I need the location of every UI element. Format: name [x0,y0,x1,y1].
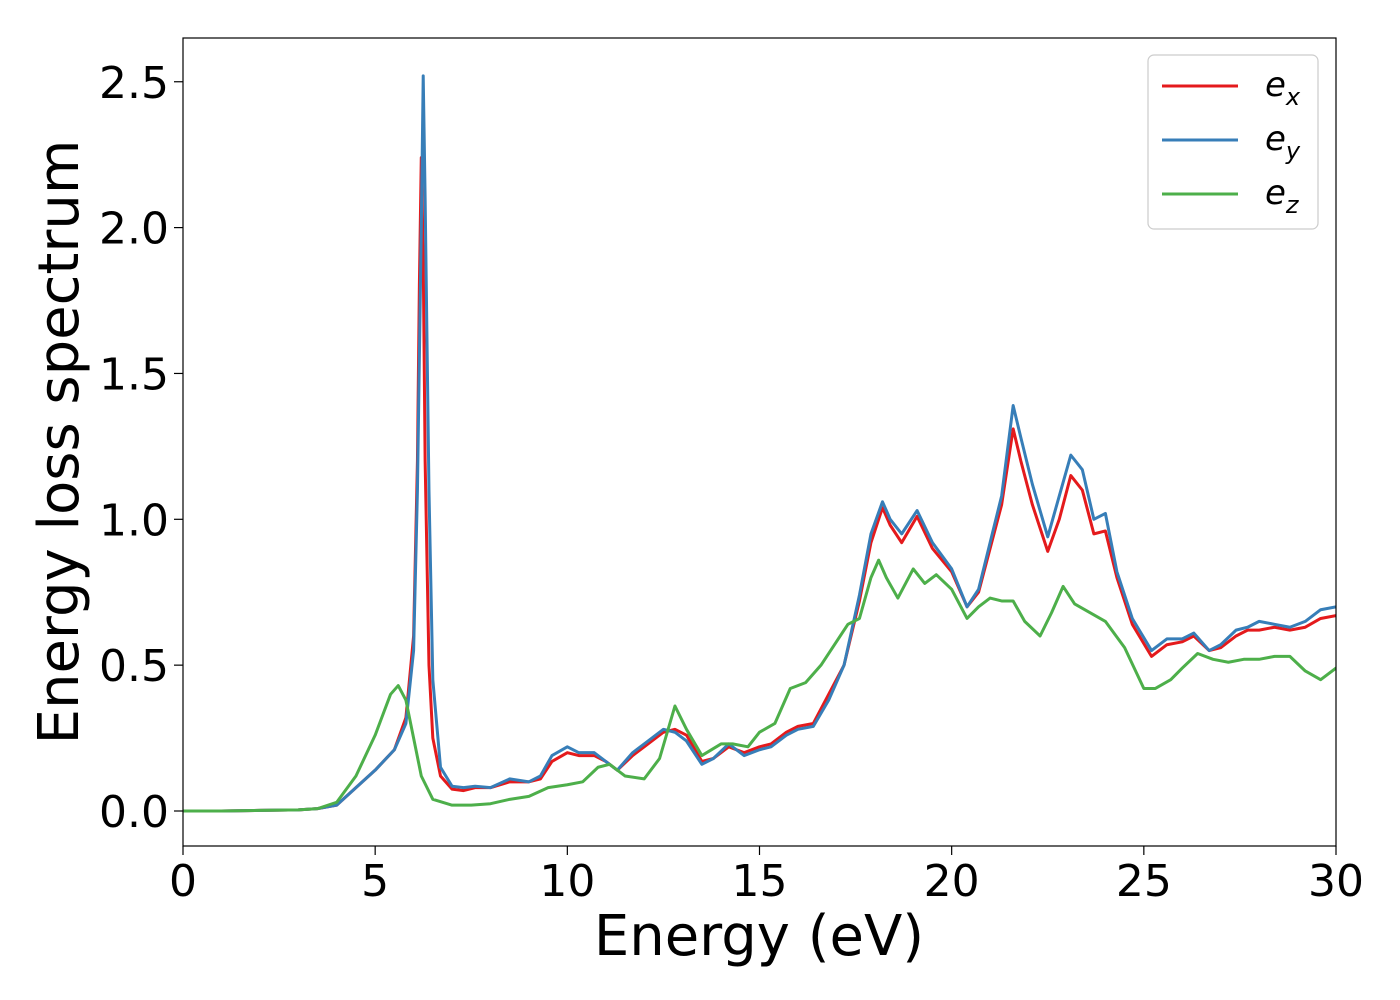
x-tick-label: 5 [361,856,389,907]
y-tick-label: 0.5 [99,641,169,692]
x-tick-label: 20 [924,856,980,907]
series-layer [183,74,1336,813]
y-tick-label: 1.5 [99,349,169,400]
y-tick-label: 1.0 [99,495,169,546]
x-tick-label: 30 [1308,856,1364,907]
plot-area [183,38,1336,846]
legend-label-z: ez [1265,173,1300,219]
x-axis-ticks: 0 5 10 15 20 25 30 [169,846,1364,907]
legend-label-x: ex [1265,65,1301,111]
x-tick-label: 15 [732,856,788,907]
y-tick-label: 0.0 [99,787,169,838]
x-tick-label: 25 [1116,856,1172,907]
y-axis-label: Energy loss spectrum [27,140,92,745]
x-axis-label: Energy (eV) [594,904,924,969]
legend-label-y: ey [1265,119,1301,165]
x-tick-label: 0 [169,856,197,907]
series-line-x [183,156,1336,813]
series-line-y [183,74,1336,813]
legend: ex ey ez [1147,54,1319,230]
y-tick-label: 2.5 [99,58,169,109]
legend-box [1147,54,1319,230]
series-line-z [183,558,1336,813]
y-axis-ticks: 0.0 0.5 1.0 1.5 2.0 2.5 [99,58,183,838]
x-tick-label: 10 [539,856,595,907]
y-tick-label: 2.0 [99,204,169,255]
